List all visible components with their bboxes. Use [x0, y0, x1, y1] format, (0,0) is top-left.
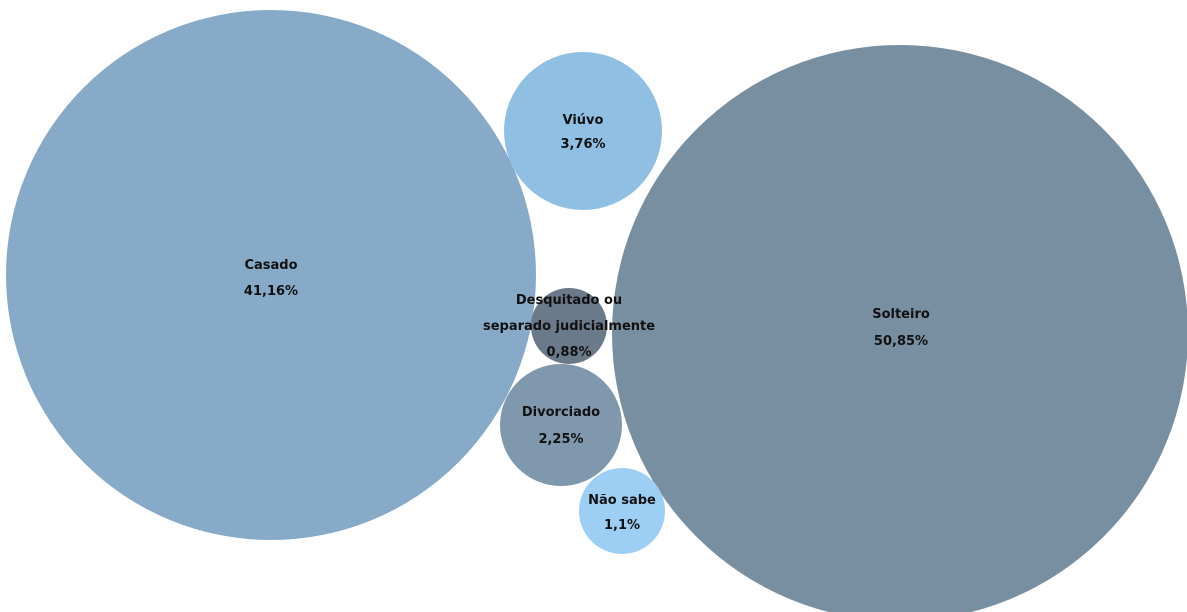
bubble-solteiro-value: 50,85% [874, 334, 928, 349]
bubble-desquitado-circle [531, 288, 607, 364]
bubble-divorciado-circle [500, 364, 622, 486]
bubble-desquitado: Desquitado ou separado judicialmente 0,8… [483, 288, 655, 364]
bubble-casado-circle [6, 10, 536, 540]
bubble-desquitado-value: 0,88% [546, 345, 591, 360]
bubble-casado-label: Casado [244, 258, 297, 273]
bubble-viuvo: Viúvo 3,76% [504, 52, 662, 210]
bubble-divorciado: Divorciado 2,25% [500, 364, 622, 486]
bubble-solteiro-label: Solteiro [872, 307, 930, 322]
bubble-divorciado-label: Divorciado [522, 405, 600, 420]
bubble-viuvo-label: Viúvo [563, 113, 604, 128]
bubble-divorciado-value: 2,25% [538, 432, 583, 447]
bubble-nao-sabe: Não sabe 1,1% [579, 468, 665, 554]
bubble-solteiro-circle [612, 45, 1187, 612]
bubble-nao-sabe-value: 1,1% [604, 518, 640, 533]
bubble-casado: Casado 41,16% [6, 10, 536, 540]
bubble-desquitado-label-line1: Desquitado ou [516, 293, 622, 308]
bubble-desquitado-label-line2: separado judicialmente [483, 319, 655, 334]
bubble-nao-sabe-circle [579, 468, 665, 554]
bubble-viuvo-value: 3,76% [560, 137, 605, 152]
bubble-nao-sabe-label: Não sabe [588, 493, 656, 508]
bubble-solteiro: Solteiro 50,85% [612, 45, 1187, 612]
bubble-casado-value: 41,16% [244, 284, 298, 299]
bubble-viuvo-circle [504, 52, 662, 210]
